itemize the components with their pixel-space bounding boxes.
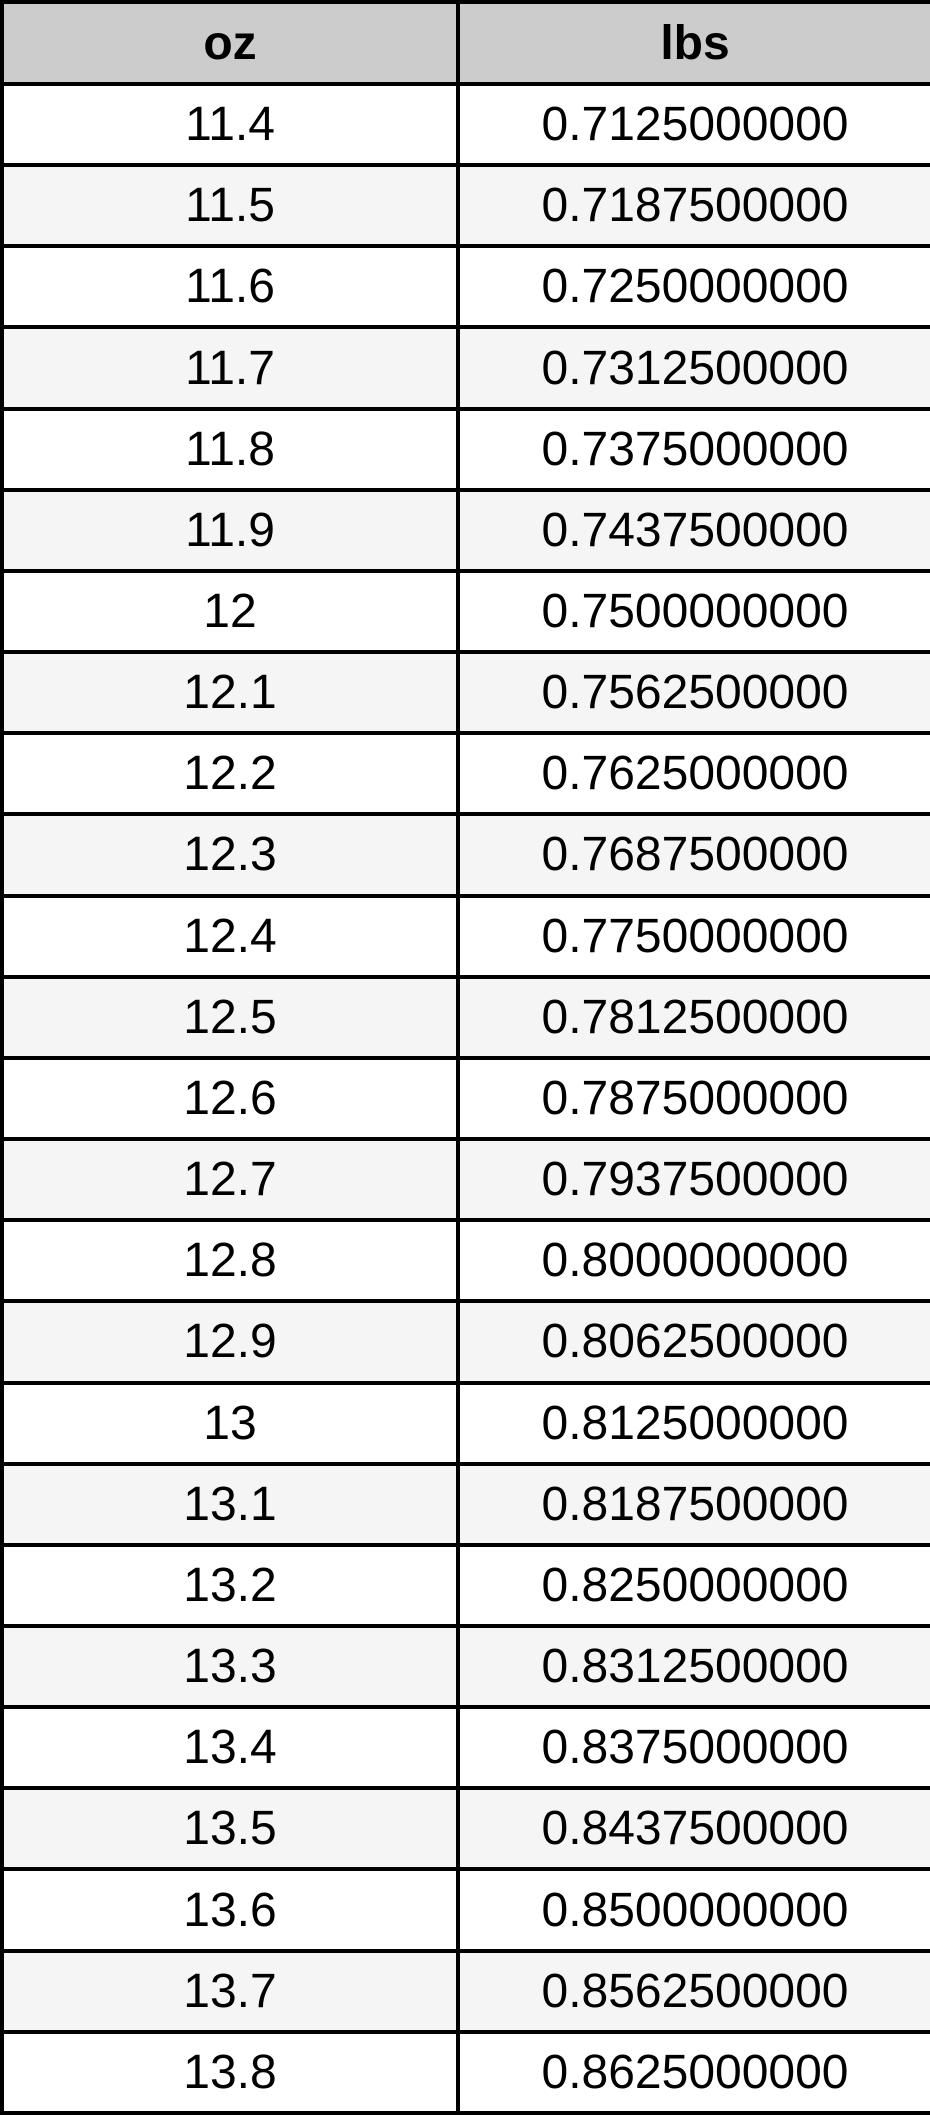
oz-cell: 13.3 <box>0 1623 460 1710</box>
oz-cell: 12.2 <box>0 731 460 817</box>
table-row: 11.4 0.7125000000 <box>0 81 930 168</box>
oz-cell: 13.2 <box>0 1542 460 1628</box>
table-row: 13.6 0.8500000000 <box>0 1867 930 1953</box>
table-row: 12.6 0.7875000000 <box>0 1055 930 1142</box>
oz-cell: 12.3 <box>0 812 460 898</box>
oz-cell: 12 <box>0 568 460 655</box>
lbs-cell: 0.8000000000 <box>456 1218 930 1304</box>
lbs-cell: 0.8187500000 <box>456 1461 930 1547</box>
oz-cell: 12.6 <box>0 1055 460 1142</box>
header-row: oz lbs <box>0 0 930 86</box>
lbs-cell: 0.7125000000 <box>456 81 930 168</box>
lbs-cell: 0.8375000000 <box>456 1705 930 1791</box>
table-row: 13 0.8125000000 <box>0 1380 930 1466</box>
lbs-cell: 0.7375000000 <box>456 406 930 492</box>
lbs-cell: 0.8562500000 <box>456 1948 930 2034</box>
table-row: 13.8 0.8625000000 <box>0 2029 930 2115</box>
lbs-cell: 0.7562500000 <box>456 650 930 736</box>
column-header-lbs: lbs <box>456 0 930 86</box>
lbs-cell: 0.8437500000 <box>456 1786 930 1872</box>
oz-cell: 11.4 <box>0 81 460 168</box>
oz-cell: 13.5 <box>0 1786 460 1872</box>
table-row: 12 0.7500000000 <box>0 568 930 655</box>
oz-cell: 11.9 <box>0 487 460 573</box>
lbs-cell: 0.7187500000 <box>456 163 930 249</box>
oz-cell: 12.5 <box>0 974 460 1060</box>
table-row: 11.8 0.7375000000 <box>0 406 930 492</box>
oz-cell: 12.1 <box>0 650 460 736</box>
lbs-cell: 0.8312500000 <box>456 1623 930 1710</box>
table-row: 13.5 0.8437500000 <box>0 1786 930 1872</box>
table-row: 12.3 0.7687500000 <box>0 812 930 898</box>
lbs-cell: 0.7812500000 <box>456 974 930 1060</box>
table-row: 13.4 0.8375000000 <box>0 1705 930 1791</box>
table-row: 12.8 0.8000000000 <box>0 1218 930 1304</box>
lbs-cell: 0.7750000000 <box>456 893 930 979</box>
table-row: 13.7 0.8562500000 <box>0 1948 930 2034</box>
lbs-cell: 0.8125000000 <box>456 1380 930 1466</box>
lbs-cell: 0.7312500000 <box>456 325 930 411</box>
lbs-cell: 0.8250000000 <box>456 1542 930 1628</box>
oz-cell: 11.8 <box>0 406 460 492</box>
oz-cell: 11.5 <box>0 163 460 249</box>
lbs-cell: 0.8625000000 <box>456 2029 930 2115</box>
table-row: 12.2 0.7625000000 <box>0 731 930 817</box>
oz-cell: 13.4 <box>0 1705 460 1791</box>
oz-cell: 13.8 <box>0 2029 460 2115</box>
oz-cell: 13.6 <box>0 1867 460 1953</box>
lbs-cell: 0.7687500000 <box>456 812 930 898</box>
column-header-oz: oz <box>0 0 460 86</box>
table-row: 11.6 0.7250000000 <box>0 244 930 330</box>
lbs-cell: 0.7937500000 <box>456 1137 930 1223</box>
lbs-cell: 0.7250000000 <box>456 244 930 330</box>
table-row: 13.2 0.8250000000 <box>0 1542 930 1628</box>
table-row: 12.4 0.7750000000 <box>0 893 930 979</box>
lbs-cell: 0.7875000000 <box>456 1055 930 1142</box>
oz-cell: 11.6 <box>0 244 460 330</box>
oz-cell: 13.7 <box>0 1948 460 2034</box>
lbs-cell: 0.7500000000 <box>456 568 930 655</box>
oz-cell: 13.1 <box>0 1461 460 1547</box>
table-row: 11.9 0.7437500000 <box>0 487 930 573</box>
table-row: 12.7 0.7937500000 <box>0 1137 930 1223</box>
table-row: 11.5 0.7187500000 <box>0 163 930 249</box>
oz-cell: 12.7 <box>0 1137 460 1223</box>
oz-cell: 12.9 <box>0 1299 460 1385</box>
table-row: 12.5 0.7812500000 <box>0 974 930 1060</box>
lbs-cell: 0.7437500000 <box>456 487 930 573</box>
table-row: 13.1 0.8187500000 <box>0 1461 930 1547</box>
lbs-cell: 0.8500000000 <box>456 1867 930 1953</box>
table-row: 13.3 0.8312500000 <box>0 1623 930 1710</box>
oz-cell: 13 <box>0 1380 460 1466</box>
table-row: 12.1 0.7562500000 <box>0 650 930 736</box>
lbs-cell: 0.7625000000 <box>456 731 930 817</box>
oz-cell: 12.4 <box>0 893 460 979</box>
table-row: 11.7 0.7312500000 <box>0 325 930 411</box>
oz-cell: 12.8 <box>0 1218 460 1304</box>
oz-cell: 11.7 <box>0 325 460 411</box>
table-row: 12.9 0.8062500000 <box>0 1299 930 1385</box>
lbs-cell: 0.8062500000 <box>456 1299 930 1385</box>
